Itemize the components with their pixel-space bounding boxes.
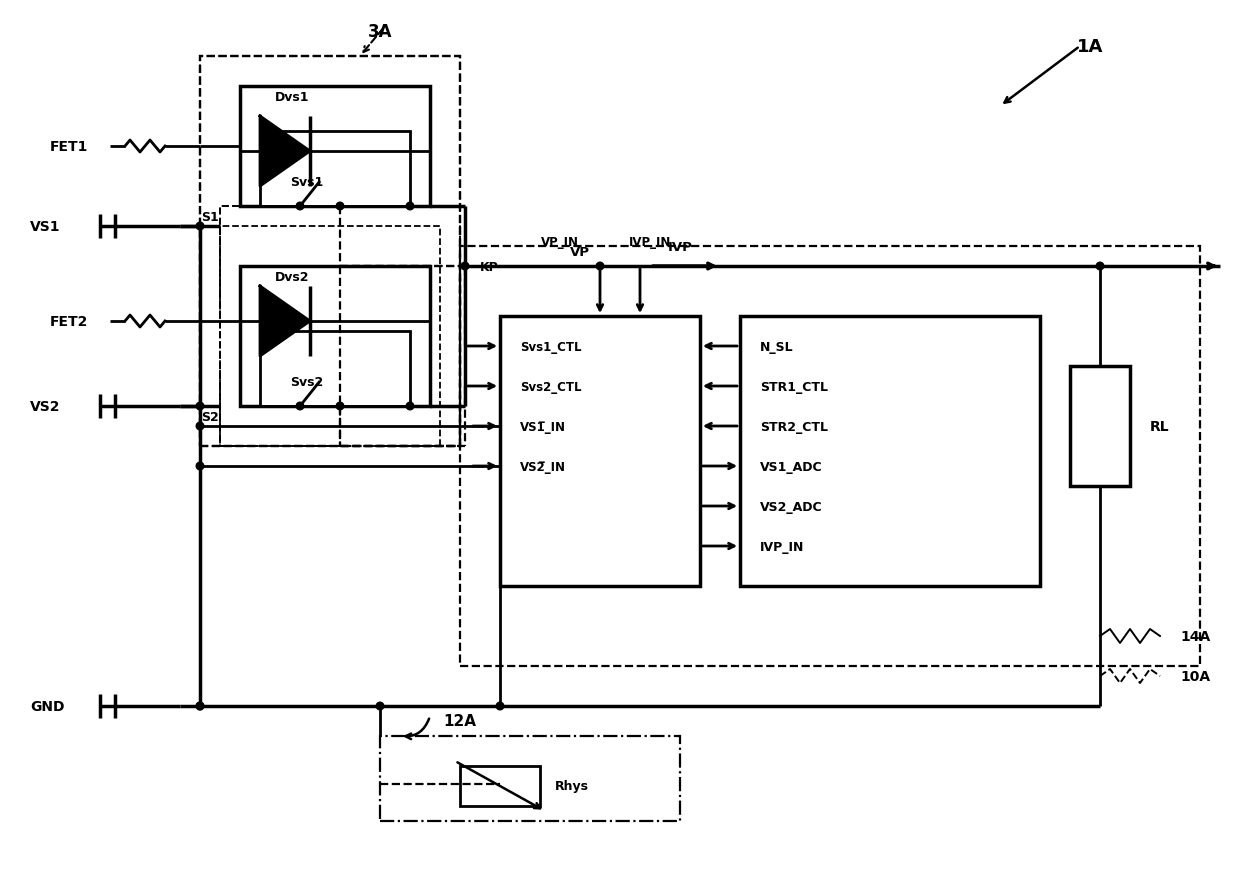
Circle shape [296,203,304,211]
Bar [241,267,430,407]
Bar [500,316,701,587]
Text: Rhys: Rhys [556,780,589,793]
Circle shape [1096,263,1104,270]
Text: 3A: 3A [368,23,392,41]
Text: KP: KP [480,260,498,273]
Circle shape [196,423,203,431]
Text: Dvs2: Dvs2 [275,270,310,284]
Text: STR1_CTL: STR1_CTL [760,380,828,393]
Bar [379,736,680,821]
Text: Svs2_CTL: Svs2_CTL [520,380,582,393]
Text: N_SL: N_SL [760,340,794,354]
Text: IVP_IN: IVP_IN [760,540,805,553]
Circle shape [407,203,414,211]
Circle shape [596,263,604,270]
Text: VS1: VS1 [30,220,61,234]
Bar [241,87,430,206]
Text: VS1̅_IN: VS1̅_IN [520,420,565,433]
Text: FET1: FET1 [50,140,88,154]
Circle shape [196,403,203,410]
Text: STR2_CTL: STR2_CTL [760,420,828,433]
Circle shape [196,223,203,230]
Bar [200,57,460,447]
Circle shape [407,403,414,410]
Text: 12A: 12A [444,714,476,728]
Circle shape [376,703,384,710]
Circle shape [496,703,503,710]
Text: RL: RL [1149,420,1169,433]
Circle shape [196,703,203,710]
Circle shape [196,462,203,470]
Text: Svs1: Svs1 [290,175,324,189]
Bar [200,57,460,447]
Text: VS2: VS2 [30,400,61,414]
Bar [460,766,539,806]
Bar [260,331,410,407]
Polygon shape [260,117,310,187]
Text: IVP: IVP [667,240,692,253]
Bar [740,316,1040,587]
Text: VS2_ADC: VS2_ADC [760,500,822,513]
Text: Dvs1: Dvs1 [275,90,310,104]
Text: IVP_IN: IVP_IN [629,236,671,248]
Text: VS1_ADC: VS1_ADC [760,460,822,473]
Text: S1: S1 [201,210,219,223]
Text: 10A: 10A [1180,669,1210,683]
Text: VP_IN: VP_IN [541,236,579,248]
Text: GND: GND [30,699,64,713]
Text: Svs1_CTL: Svs1_CTL [520,340,582,354]
Bar [219,206,460,447]
Text: Svs2: Svs2 [290,375,324,388]
Circle shape [336,203,343,211]
Text: 1A: 1A [1076,38,1104,56]
Text: S2: S2 [201,410,219,423]
Circle shape [296,403,304,410]
Circle shape [461,263,469,270]
Text: VP: VP [570,245,590,258]
Text: FET2: FET2 [50,315,88,329]
Circle shape [196,703,203,710]
Bar [219,227,440,447]
Bar [1070,367,1130,486]
Polygon shape [260,287,310,356]
Bar [460,246,1200,666]
Bar [260,132,410,206]
Text: VS2̅_IN: VS2̅_IN [520,460,565,473]
Text: 14A: 14A [1180,629,1210,643]
Circle shape [336,403,343,410]
